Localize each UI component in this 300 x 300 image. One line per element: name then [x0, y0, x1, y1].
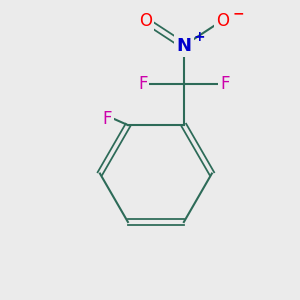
Text: F: F	[220, 75, 230, 93]
Text: F: F	[138, 75, 147, 93]
Text: N: N	[176, 37, 191, 55]
Text: O: O	[139, 12, 152, 30]
Text: O: O	[216, 12, 229, 30]
Text: +: +	[194, 30, 205, 44]
Text: F: F	[103, 110, 112, 128]
Text: −: −	[232, 6, 244, 20]
